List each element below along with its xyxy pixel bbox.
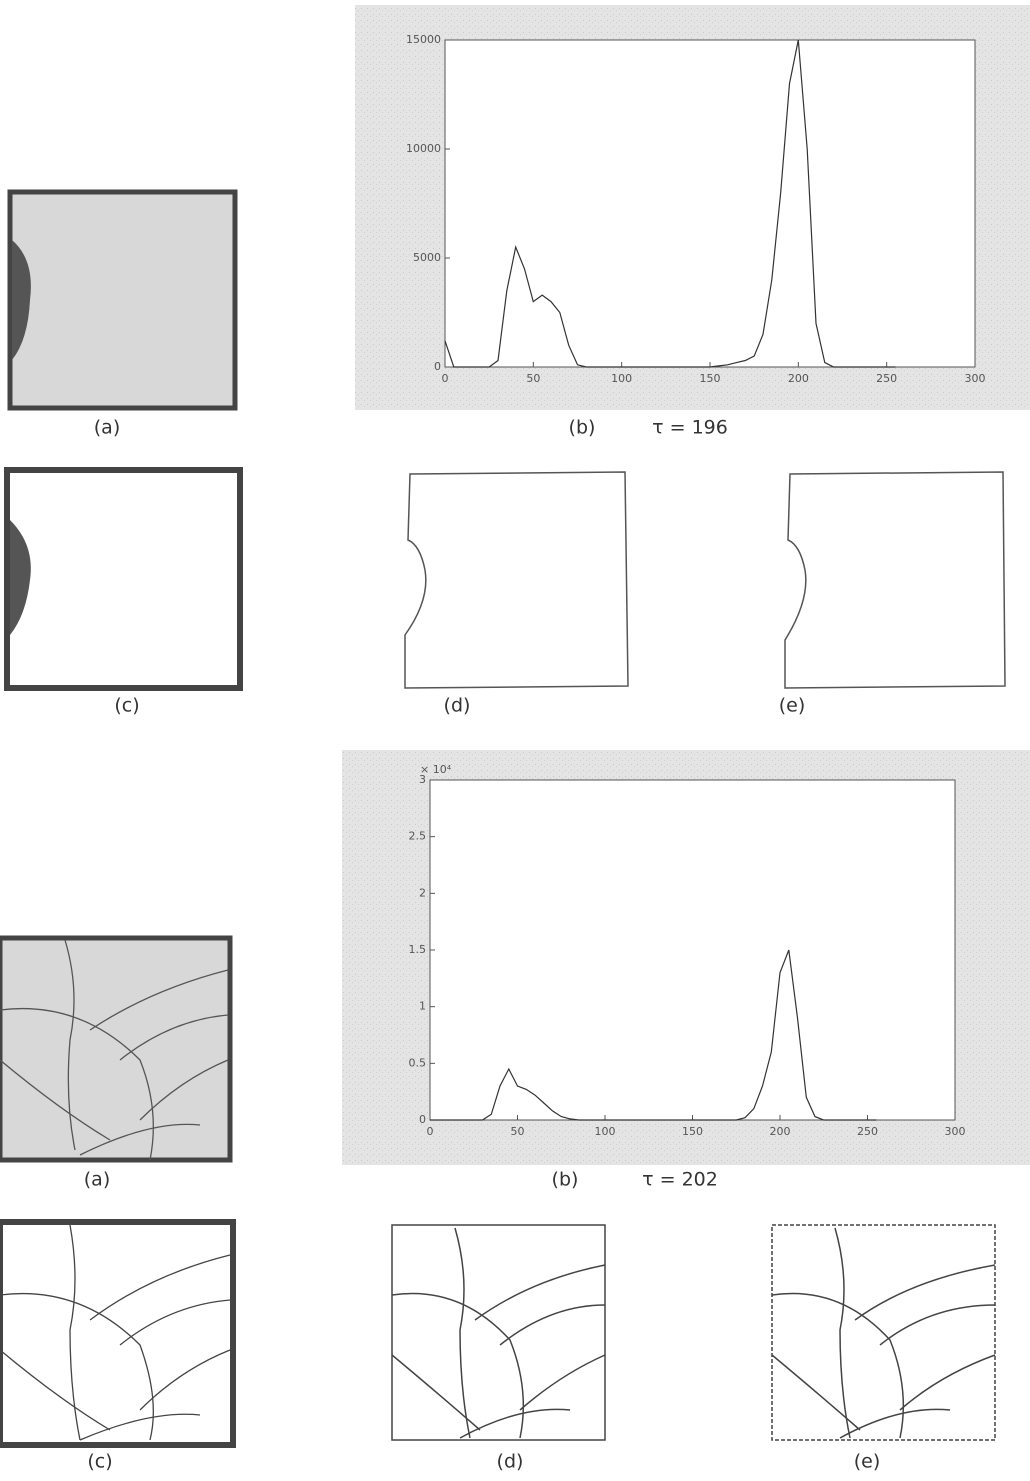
x-tick-label: 250 bbox=[857, 1125, 878, 1138]
caption: (c) bbox=[87, 1451, 112, 1473]
image-a bbox=[0, 935, 233, 1163]
image-d bbox=[391, 1224, 606, 1441]
caption: (b) bbox=[552, 1169, 579, 1191]
x-tick-label: 150 bbox=[700, 372, 721, 385]
plot-area bbox=[429, 779, 956, 1121]
image-c bbox=[0, 1219, 236, 1448]
plot-area bbox=[444, 39, 976, 368]
x-tick-label: 50 bbox=[526, 372, 540, 385]
caption: (d) bbox=[497, 1451, 524, 1473]
x-tick-label: 0 bbox=[442, 372, 449, 385]
image-e bbox=[784, 471, 1006, 689]
histogram-line bbox=[430, 949, 877, 1121]
x-tick-label: 250 bbox=[876, 372, 897, 385]
image-e bbox=[771, 1224, 996, 1441]
caption: (e) bbox=[779, 695, 806, 717]
x-tick-label: 100 bbox=[595, 1125, 616, 1138]
threshold-annotation: τ = 202 bbox=[642, 1169, 718, 1191]
y-tick-label: 1 bbox=[419, 1000, 426, 1013]
y-tick-label: 0 bbox=[419, 1113, 426, 1126]
x-tick-label: 200 bbox=[770, 1125, 791, 1138]
y-tick-label: 0 bbox=[434, 360, 441, 373]
image-a bbox=[7, 189, 238, 411]
y-tick-label: 1.5 bbox=[409, 943, 427, 956]
x-tick-label: 100 bbox=[611, 372, 632, 385]
y-tick-label: 0.5 bbox=[409, 1056, 427, 1069]
image-d bbox=[404, 471, 629, 689]
caption: (a) bbox=[94, 417, 120, 439]
y-tick-label: 5000 bbox=[413, 251, 441, 264]
x-tick-label: 200 bbox=[788, 372, 809, 385]
y-tick-label: 10000 bbox=[406, 142, 441, 155]
threshold-annotation: τ = 196 bbox=[652, 417, 728, 439]
y-tick-label: 3 bbox=[419, 773, 426, 786]
x-tick-label: 300 bbox=[945, 1125, 966, 1138]
x-tick-label: 50 bbox=[511, 1125, 525, 1138]
x-tick-label: 150 bbox=[682, 1125, 703, 1138]
caption: (a) bbox=[84, 1169, 110, 1191]
y-tick-label: 2.5 bbox=[409, 830, 427, 843]
caption: (d) bbox=[444, 695, 471, 717]
y-tick-label: 2 bbox=[419, 886, 426, 899]
caption: (e) bbox=[854, 1451, 881, 1473]
x-tick-label: 300 bbox=[965, 372, 986, 385]
histogram-line bbox=[444, 39, 896, 368]
caption: (b) bbox=[569, 417, 596, 439]
caption: (c) bbox=[114, 695, 139, 717]
y-tick-label: 15000 bbox=[406, 33, 441, 46]
image-c bbox=[4, 467, 243, 691]
x-tick-label: 0 bbox=[427, 1125, 434, 1138]
y-multiplier: × 10⁴ bbox=[420, 763, 452, 776]
